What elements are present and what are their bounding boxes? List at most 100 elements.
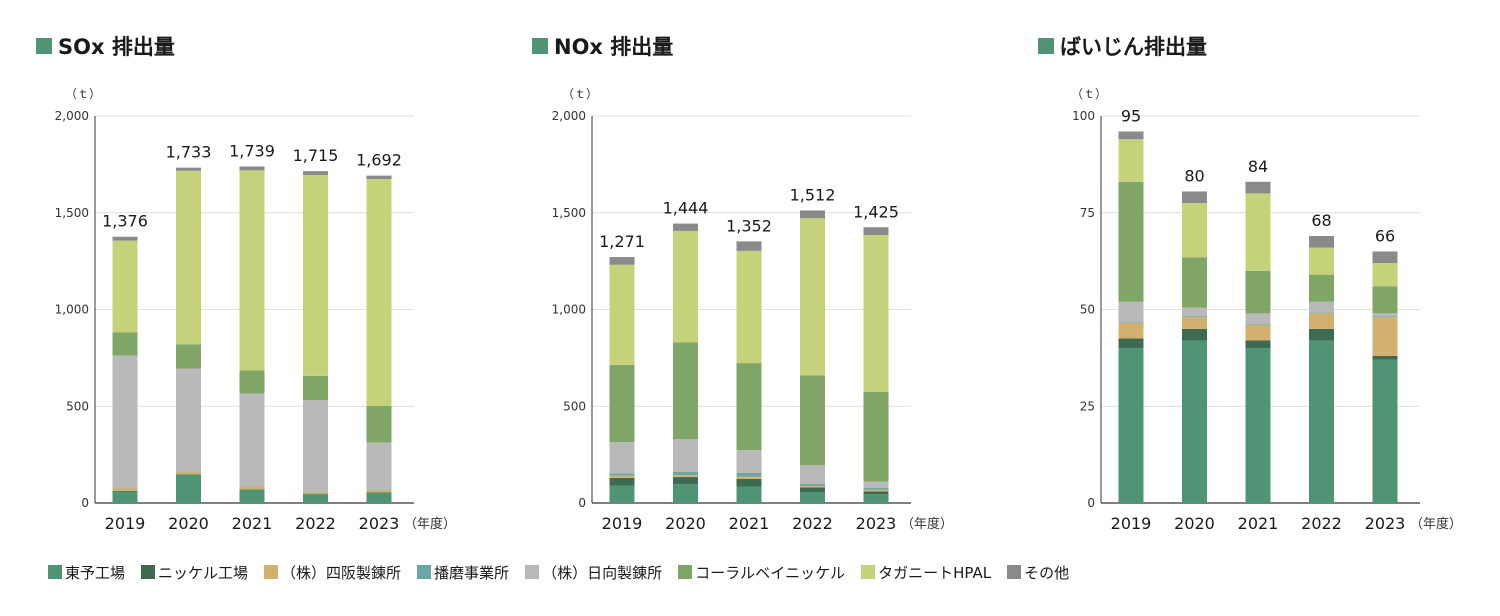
bar-segment-other (176, 167, 201, 171)
bar-segment-taganito (239, 170, 265, 371)
bar-segment-hyuga (176, 368, 201, 472)
x-tick-label: 2020 (168, 514, 209, 533)
y-tick-label: 50 (1080, 303, 1095, 317)
legend-swatch-icon (264, 565, 279, 579)
x-tick-label: 2023 (359, 514, 400, 533)
bar-segment-coral (366, 405, 392, 443)
legend-item-nickel: ニッケル工場 (141, 562, 248, 583)
x-tick-label: 2021 (232, 514, 273, 533)
bar-segment-hyuga (1182, 307, 1207, 317)
bar-segment-toyo (176, 474, 201, 503)
x-axis-suffix: （年度） (901, 516, 953, 532)
bar-segment-coral (239, 370, 265, 394)
bar-segment-nickel (303, 493, 328, 495)
bar-segment-shisaka (1372, 317, 1398, 356)
bar-segment-nickel (609, 477, 635, 486)
bar-segment-taganito (1245, 193, 1271, 271)
x-tick-label: 2022 (792, 514, 833, 533)
dust-chart: ばいじん排出量 （ｔ） 0 25 50 75 100 95 2019 80 2020 84 2021 68… (1038, 35, 1462, 533)
bar-segment-hyuga (1309, 301, 1334, 313)
bar-segment-taganito (303, 175, 328, 376)
bar-segment-toyo (112, 491, 138, 503)
y-tick-label: 0 (578, 496, 586, 510)
title-marker-icon (1038, 38, 1054, 54)
y-tick-label: 2,000 (55, 109, 89, 123)
legend-label: コーラルベイニッケル (695, 563, 846, 582)
y-unit-label: （ｔ） (65, 87, 101, 101)
bar-segment-other (1372, 251, 1398, 264)
bar-segment-toyo (863, 494, 889, 503)
bar-segment-taganito (1182, 203, 1207, 258)
bar-segment-toyo (366, 492, 392, 503)
bar-segment-harima (673, 471, 698, 476)
x-tick-label: 2020 (665, 514, 706, 533)
bar-segment-hyuga (1372, 313, 1398, 317)
bar-segment-nickel (673, 477, 698, 485)
bar-segment-hyuga (736, 450, 762, 474)
bar-segment-harima (800, 484, 825, 486)
legend-item-shisaka: （株）四阪製錬所 (264, 562, 401, 583)
bar-segment-coral (1372, 286, 1398, 314)
legend-item-coral: コーラルベイニッケル (678, 562, 845, 583)
legend-label: 播磨事業所 (434, 563, 510, 582)
bar-segment-other (609, 257, 635, 265)
bar-segment-hyuga (863, 481, 889, 488)
y-tick-label: 500 (66, 399, 89, 413)
x-tick-label: 2023 (856, 514, 897, 533)
bar-segment-hyuga (239, 393, 265, 487)
bar-segment-hyuga (366, 442, 392, 490)
bar-segment-shisaka (176, 472, 201, 475)
legend-label: （株）日向製錬所 (542, 563, 663, 582)
bar-segment-nickel (1309, 328, 1334, 341)
bar-segment-harima (609, 473, 635, 476)
bar-segment-taganito (176, 170, 201, 345)
bar-segment-hyuga (303, 400, 328, 492)
bar-segment-coral (863, 391, 889, 482)
bar-segment-coral (736, 363, 762, 451)
bar-segment-other (800, 210, 825, 219)
bar-total-label: 1,352 (726, 216, 772, 235)
x-axis-suffix: （年度） (1410, 516, 1462, 532)
bar-segment-toyo (673, 484, 698, 503)
y-tick-label: 2,000 (552, 109, 586, 123)
bar-segment-taganito (1118, 139, 1144, 182)
bar-segment-nickel (366, 492, 392, 493)
bar-segment-nickel (1118, 338, 1144, 349)
bar-segment-shisaka (366, 490, 392, 493)
bar-segment-coral (673, 342, 698, 440)
bar-total-label: 1,739 (229, 142, 275, 161)
legend: 東予工場 ニッケル工場 （株）四阪製錬所 播磨事業所 （株）日向製錬所 コーラルベイニッケ… (48, 558, 1468, 586)
bar-total-label: 1,425 (853, 202, 899, 221)
bar-segment-shisaka (112, 488, 138, 491)
bar-segment-shisaka (1118, 323, 1144, 339)
bar-segment-taganito (366, 179, 392, 406)
bar-segment-harima (736, 473, 762, 477)
bar-segment-nickel (1372, 355, 1398, 360)
bar-total-label: 1,444 (663, 199, 709, 218)
bar-segment-shisaka (736, 476, 762, 479)
chart-title: NOx 排出量 (554, 35, 673, 59)
y-unit-label: （ｔ） (1071, 87, 1107, 101)
bar-segment-shisaka (303, 491, 328, 494)
bar-segment-shisaka (800, 485, 825, 488)
bar-segment-other (1182, 191, 1207, 204)
nox-chart: NOx 排出量 （ｔ） 0 500 1,000 1,500 2,000 1,271 2019 1,… (532, 35, 953, 533)
bar-total-label: 1,376 (102, 212, 148, 231)
bar-segment-nickel (863, 491, 889, 495)
bar-segment-harima (1182, 316, 1207, 318)
bar-segment-taganito (800, 218, 825, 376)
bar-segment-other (1245, 181, 1271, 194)
bar-segment-toyo (239, 489, 265, 503)
y-tick-label: 100 (1072, 109, 1095, 123)
bar-segment-harima (1372, 316, 1398, 318)
bar-segment-hyuga (673, 439, 698, 472)
y-tick-label: 1,500 (552, 206, 586, 220)
chart-title: SOx 排出量 (58, 35, 175, 59)
bar-segment-taganito (673, 230, 698, 343)
bar-segment-coral (303, 375, 328, 401)
bar-segment-shisaka (609, 475, 635, 478)
bar-segment-coral (609, 364, 635, 443)
y-unit-label: （ｔ） (562, 87, 598, 101)
bar-segment-taganito (1309, 247, 1334, 275)
bar-segment-shisaka (1309, 313, 1334, 329)
